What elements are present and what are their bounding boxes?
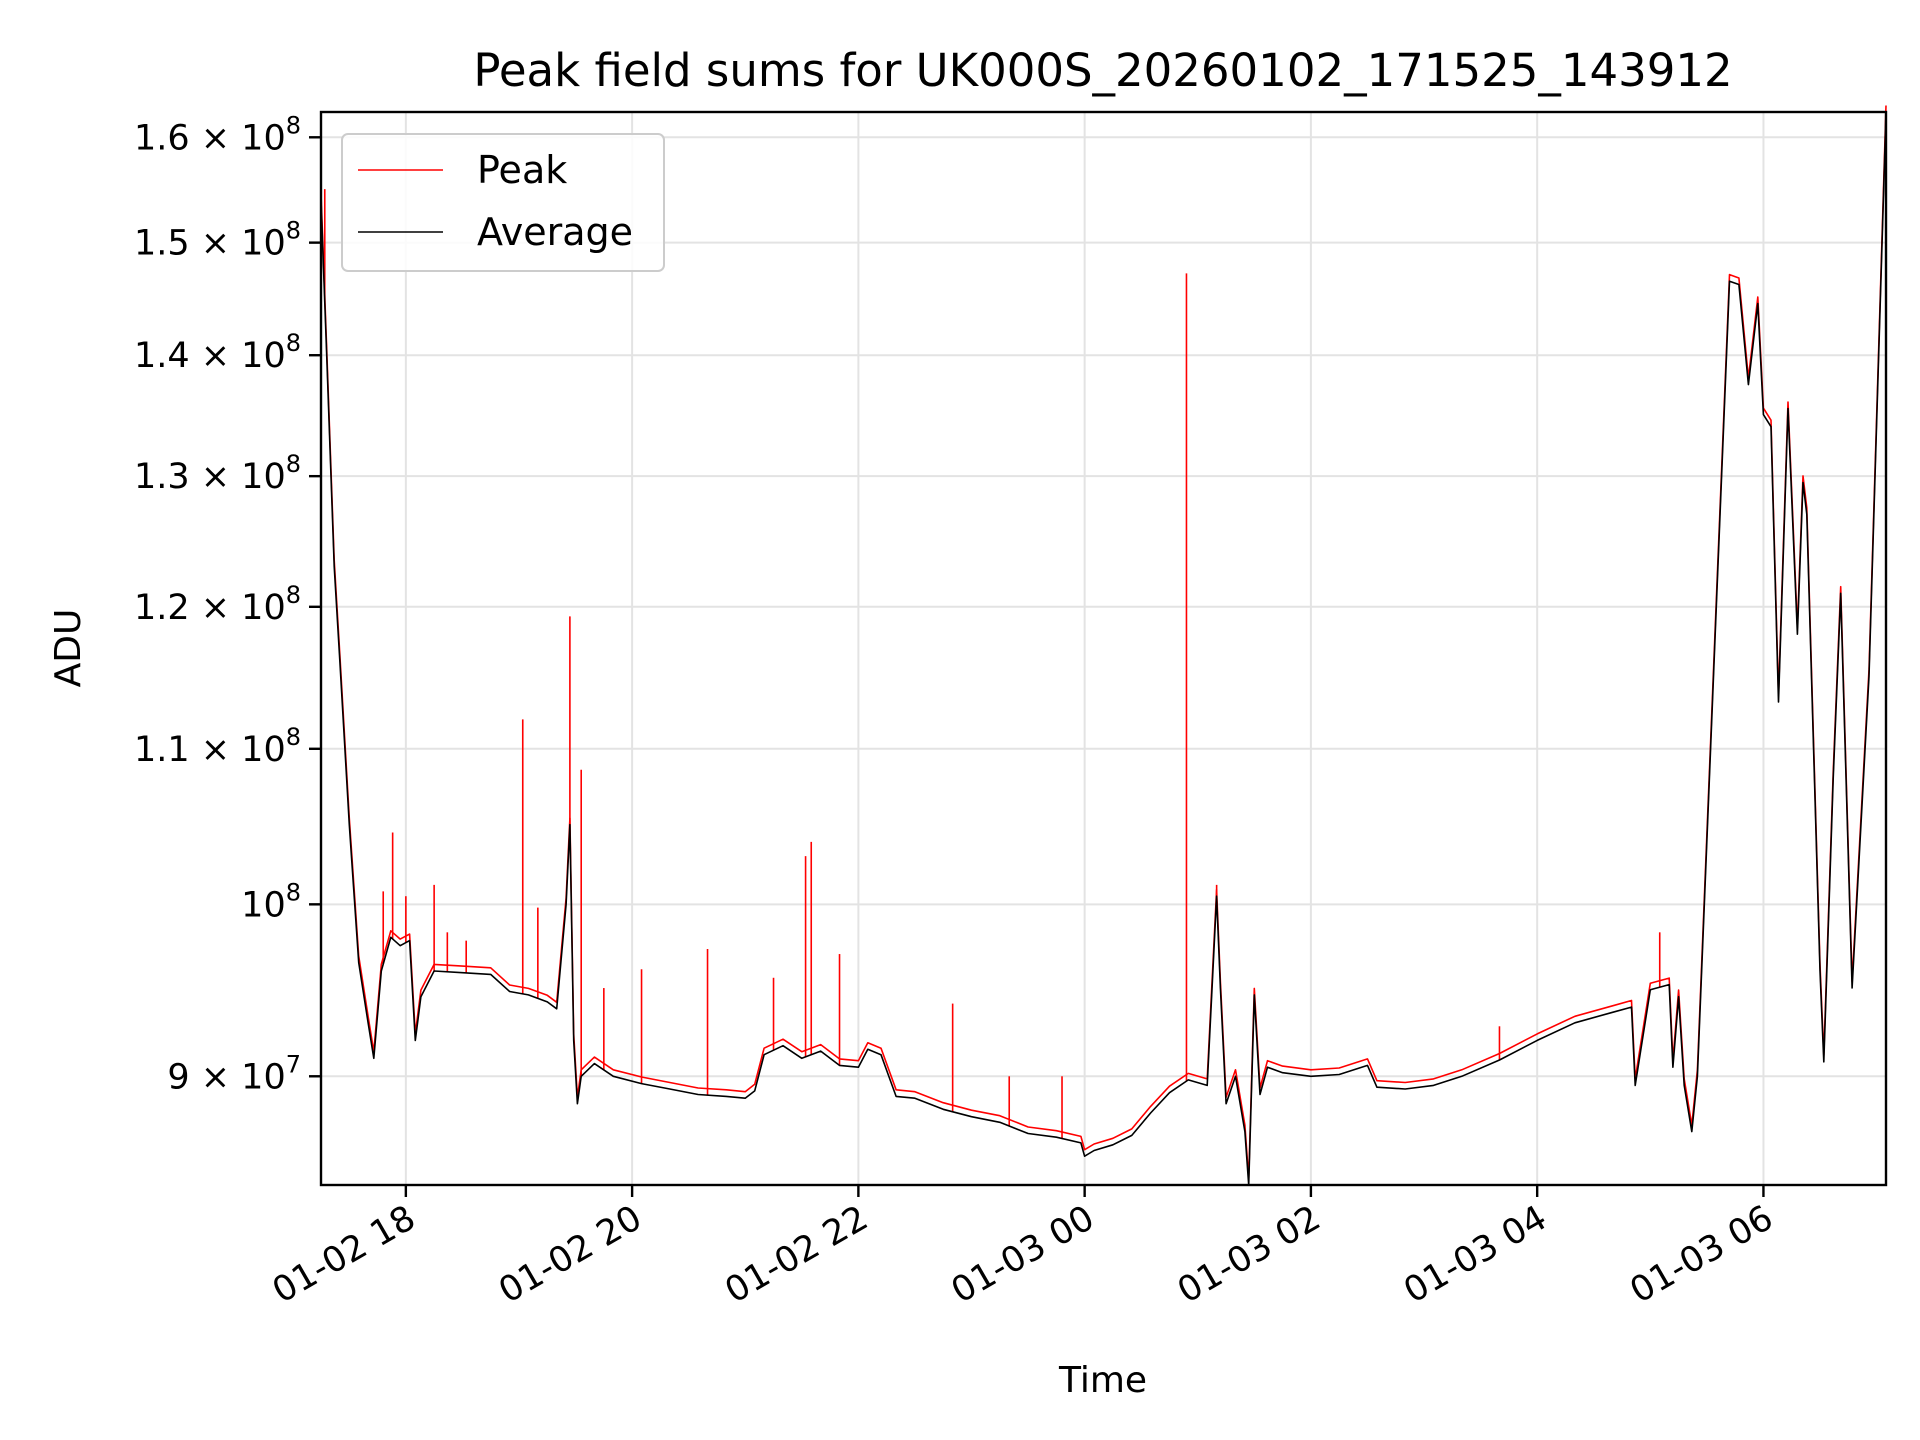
y-tick-label: 1.6 × 108: [134, 111, 301, 158]
y-tick-label: 108: [241, 878, 301, 925]
y-axis: 9 × 107 108 1.1 × 108 1.2 × 108 1.3 × 108 1.4…: [134, 111, 321, 1097]
x-tick-label: 01-02 18: [266, 1198, 422, 1311]
legend-box: [341, 133, 665, 272]
x-tick-label: 01-03 06: [1624, 1198, 1780, 1311]
y-axis-label: ADU: [48, 609, 89, 688]
y-tick-label: 9 × 107: [167, 1050, 301, 1097]
plot-frame: [319, 110, 1888, 1187]
x-tick-label: 01-03 02: [1171, 1198, 1327, 1311]
y-tick-label: 1.4 × 108: [134, 329, 301, 376]
y-tick-label: 1.1 × 108: [134, 723, 301, 770]
y-tick-label: 1.5 × 108: [134, 217, 301, 264]
legend-label-average: Average: [477, 210, 633, 254]
legend: Peak Average: [341, 133, 665, 272]
grid: [321, 112, 1886, 1185]
plot-area: [320, 105, 1887, 1186]
y-tick-label: 1.2 × 108: [134, 581, 301, 628]
chart-title: Peak field sums for UK000S_20260102_1715…: [473, 44, 1732, 97]
x-tick-label: 01-02 22: [719, 1198, 875, 1311]
x-tick-label: 01-03 00: [945, 1198, 1101, 1311]
y-tick-label: 1.3 × 108: [134, 450, 301, 497]
x-tick-label: 01-02 20: [492, 1198, 648, 1311]
series-line-average: [320, 111, 1887, 1186]
x-axis-label: Time: [1058, 1360, 1147, 1401]
x-axis: 01-02 18 01-02 20 01-02 22 01-03 00 01-03 02…: [266, 1185, 1780, 1311]
legend-label-peak: Peak: [477, 148, 567, 192]
x-tick-label: 01-03 04: [1397, 1198, 1553, 1311]
